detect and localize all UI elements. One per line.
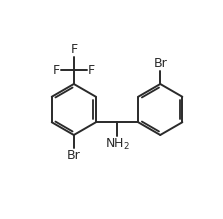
- Text: Br: Br: [153, 57, 167, 70]
- Text: NH$_2$: NH$_2$: [105, 137, 130, 152]
- Text: Br: Br: [67, 149, 81, 162]
- Text: F: F: [70, 43, 77, 56]
- Text: F: F: [88, 64, 95, 77]
- Text: F: F: [53, 64, 60, 77]
